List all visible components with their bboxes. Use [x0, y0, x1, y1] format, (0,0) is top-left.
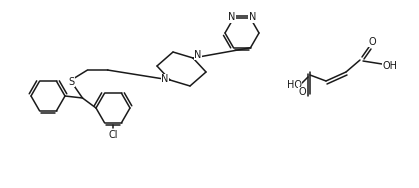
Text: OH: OH: [383, 61, 398, 71]
Text: HO: HO: [287, 80, 302, 90]
Text: N: N: [161, 74, 169, 84]
Text: N: N: [228, 12, 235, 22]
Text: O: O: [368, 37, 376, 47]
Text: O: O: [298, 87, 306, 97]
Text: N: N: [249, 12, 256, 22]
Text: S: S: [68, 77, 75, 87]
Text: Cl: Cl: [108, 130, 118, 140]
Text: N: N: [194, 50, 202, 60]
